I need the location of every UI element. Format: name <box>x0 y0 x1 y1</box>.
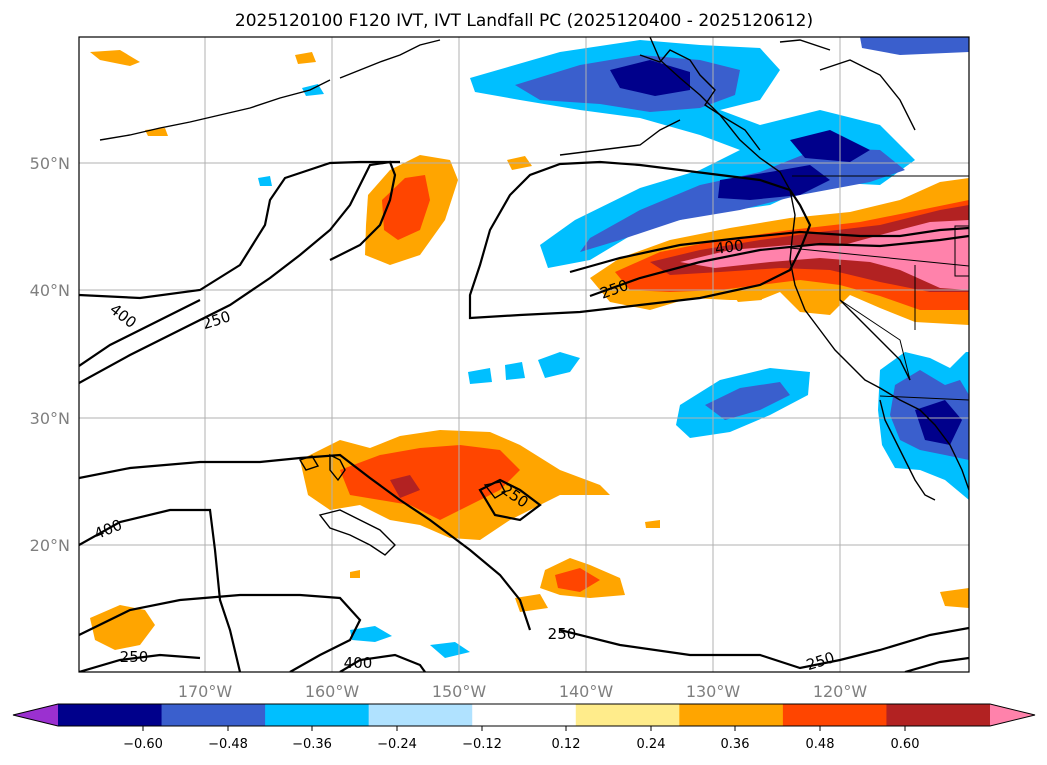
pc-negative-area-baja-deep <box>915 400 962 445</box>
contour-label: 400 <box>344 654 373 672</box>
colorbar-segment <box>368 704 473 726</box>
ivt-contour-250-hawaii <box>478 478 542 522</box>
pc-positive-blob-i <box>295 52 316 64</box>
colorbar-segment <box>161 704 266 726</box>
lat-label: 50°N <box>30 154 70 173</box>
pc-negative-area-north-core <box>610 60 870 200</box>
colorbar-segment <box>679 704 784 726</box>
lon-label: 170°W <box>178 682 233 701</box>
colorbar: −0.60 −0.48 −0.36 −0.24 −0.12 0.12 0.24 … <box>12 703 1036 752</box>
colorbar-tick-label: 0.60 <box>891 737 920 752</box>
pc-positive-blob-g <box>645 520 660 528</box>
ivt-contour-250-bottom-left <box>79 653 201 672</box>
colorbar-segment <box>265 704 370 726</box>
pc-negative-blob-g <box>302 84 324 96</box>
lon-label: 160°W <box>305 682 360 701</box>
pc-positive-area-central-high <box>390 475 420 498</box>
colorbar-segment <box>886 704 991 726</box>
colorbar-tick-label: −0.12 <box>462 737 502 752</box>
lat-label: 20°N <box>30 536 70 555</box>
ivt-contour-250-south <box>79 453 532 631</box>
pc-negative-area-top-right <box>860 37 969 55</box>
colorbar-extend-low <box>13 704 58 726</box>
lon-label: 140°W <box>559 682 614 701</box>
lat-label: 40°N <box>30 281 70 300</box>
colorbar-tick-label: 0.24 <box>637 737 666 752</box>
gridlines <box>79 37 969 672</box>
pc-positive-blob-e <box>940 588 969 608</box>
pc-shading <box>90 37 969 658</box>
contour-label: 250 <box>804 648 837 674</box>
colorbar-tick-label: −0.48 <box>208 737 248 752</box>
pc-negative-area-mid-ocean-core <box>705 382 790 420</box>
map-frame <box>78 36 970 673</box>
colorbar-tick-labels: −0.60 −0.48 −0.36 −0.24 −0.12 0.12 0.24 … <box>123 737 919 752</box>
ivt-contour-400-ar <box>569 226 969 274</box>
colorbar-tick-label: 0.36 <box>721 737 750 752</box>
colorbar-tick-label: 0.48 <box>806 737 835 752</box>
pc-negative-blob-b <box>468 368 492 384</box>
pc-negative-blob-e <box>430 642 470 658</box>
lon-label: 120°W <box>813 682 868 701</box>
colorbar-segment <box>782 704 887 726</box>
ivt-contour-400-south <box>79 508 242 672</box>
pc-negative-area-north-mid <box>515 55 905 252</box>
lon-label: 130°W <box>686 682 741 701</box>
ivt-contour-400-north <box>79 160 400 300</box>
colorbar-tick-label: −0.24 <box>377 737 417 752</box>
pc-positive-blob-c <box>90 50 140 66</box>
lat-label: 30°N <box>30 409 70 428</box>
pc-negative-blob-c <box>505 362 525 380</box>
borders <box>789 175 969 401</box>
pc-negative-blob-f <box>258 176 272 186</box>
longitude-labels: 170°W 160°W 150°W 140°W 130°W 120°W <box>178 682 868 701</box>
pc-positive-area-central-mid <box>340 445 520 520</box>
figure-title: 2025120100 F120 IVT, IVT Landfall PC (20… <box>235 11 813 31</box>
pc-negative-blob-d <box>350 626 392 642</box>
colorbar-tick-label: −0.36 <box>292 737 332 752</box>
pc-positive-area-north-pacific-mid <box>382 175 430 240</box>
colorbar-extend-high <box>990 704 1035 726</box>
coastlines <box>99 37 969 556</box>
contour-label: 250 <box>548 625 577 643</box>
ivt-contours <box>79 160 969 672</box>
colorbar-tick-label: 0.12 <box>552 737 581 752</box>
colorbar-segment <box>575 704 680 726</box>
lon-label: 150°W <box>432 682 487 701</box>
ivt-contour-400-bottom <box>339 653 426 672</box>
colorbar-tick-label: −0.60 <box>123 737 163 752</box>
ivt-contour-250-north <box>79 160 397 384</box>
ivt-contour-250-ar <box>589 234 969 298</box>
colorbar-ticks <box>142 726 906 731</box>
contour-label: 250 <box>120 648 149 666</box>
map-panel: 250 400 400 250 400 250 400 250 250 250 <box>78 36 970 674</box>
ivt-contour-250-southeast <box>559 626 969 670</box>
ivt-contour-250-sw <box>79 593 362 672</box>
pc-positive-blob-h <box>350 570 360 578</box>
colorbar-segments <box>13 704 1035 726</box>
pc-positive-area-ar-peak <box>680 220 969 290</box>
ivt-contour-250-east <box>468 160 812 320</box>
pc-positive-area-south-mid <box>555 568 600 592</box>
colorbar-segment <box>472 704 577 726</box>
pc-negative-blob-a <box>538 352 580 378</box>
colorbar-segment <box>58 704 163 726</box>
colorbar-outline <box>12 703 1036 727</box>
ivt-contour-250-right <box>904 656 969 672</box>
contour-label: 400 <box>714 236 745 258</box>
pc-positive-blob-b <box>90 605 155 650</box>
latitude-labels: 20°N 30°N 40°N 50°N <box>30 154 70 555</box>
ivt-contour-400-loop <box>79 299 201 367</box>
